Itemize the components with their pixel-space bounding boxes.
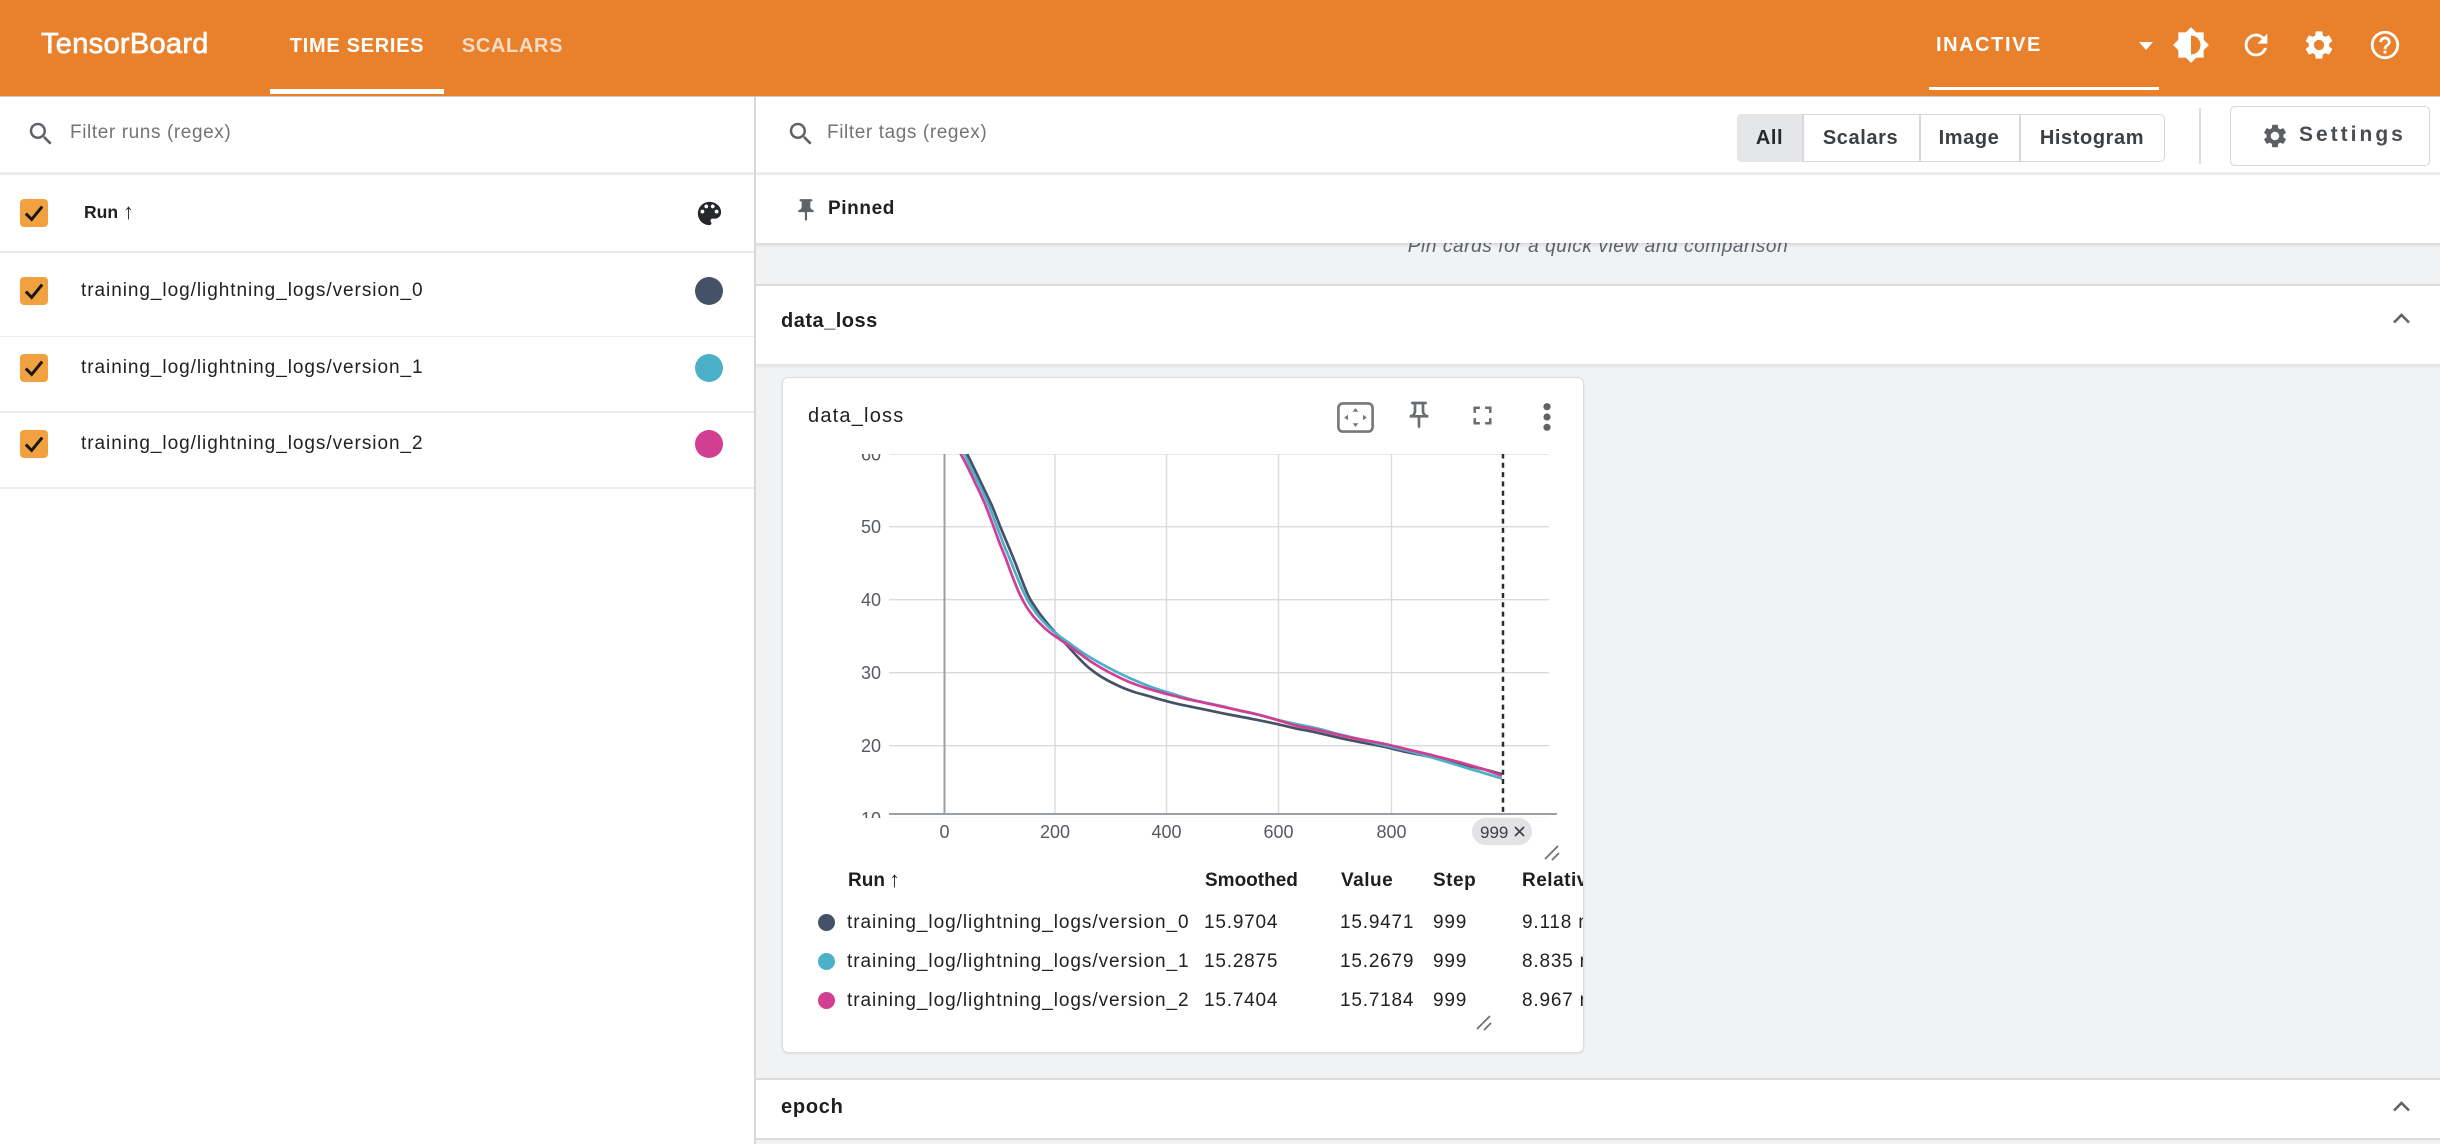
svg-text:40: 40	[861, 590, 881, 610]
svg-text:50: 50	[861, 517, 881, 537]
svg-text:60: 60	[861, 454, 881, 464]
svg-text:30: 30	[861, 663, 881, 683]
svg-text:20: 20	[861, 736, 881, 756]
svg-text:10: 10	[861, 809, 881, 819]
